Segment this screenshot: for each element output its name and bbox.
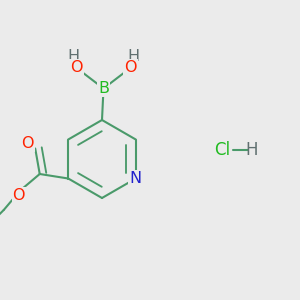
Text: N: N	[130, 171, 142, 186]
Text: B: B	[98, 81, 109, 96]
Text: H: H	[128, 50, 140, 64]
Text: H: H	[68, 50, 80, 64]
Text: Cl: Cl	[214, 141, 230, 159]
Text: O: O	[22, 136, 34, 151]
Text: O: O	[70, 60, 83, 75]
Text: O: O	[124, 60, 137, 75]
Text: O: O	[13, 188, 25, 202]
Text: H: H	[246, 141, 258, 159]
